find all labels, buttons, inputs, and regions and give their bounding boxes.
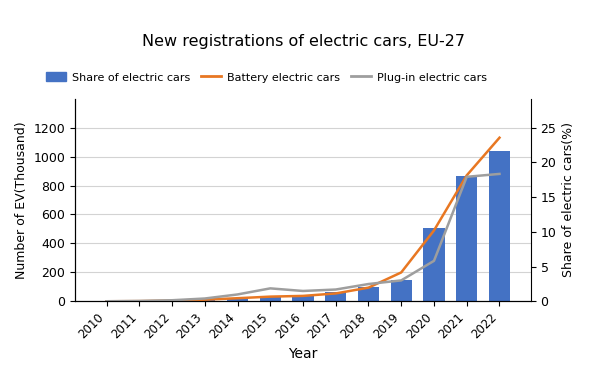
Battery electric cars [332,291,339,296]
Battery electric cars [103,299,110,303]
Plug-in electric cars [103,299,110,303]
Battery electric cars [234,296,241,300]
Battery electric cars [267,294,274,299]
Plug-in electric cars [398,278,405,283]
Plug-in electric cars [267,286,274,291]
Bar [293,295,314,302]
Battery electric cars [365,285,372,290]
Battery electric cars [431,228,438,233]
Bar [325,292,346,302]
Plug-in electric cars [234,292,241,297]
Plug-in electric cars [463,174,470,179]
Legend: Share of electric cars, Battery electric cars, Plug-in electric cars: Share of electric cars, Battery electric… [42,68,491,87]
Bar [227,298,248,302]
X-axis label: Year: Year [289,347,317,361]
Bar [391,280,412,302]
Y-axis label: Number of EV(Thousand): Number of EV(Thousand) [15,121,28,279]
Bar [358,287,379,302]
Bar [260,296,281,302]
Plug-in electric cars [169,298,176,303]
Y-axis label: Share of electric cars(%): Share of electric cars(%) [562,123,575,277]
Plug-in electric cars [365,282,372,286]
Line: Battery electric cars: Battery electric cars [107,138,500,301]
Plug-in electric cars [431,259,438,263]
Plug-in electric cars [496,172,503,176]
Bar [194,299,215,302]
Battery electric cars [496,135,503,140]
Battery electric cars [136,299,143,303]
Plug-in electric cars [201,296,208,301]
Bar [456,176,477,302]
Battery electric cars [201,297,208,302]
Line: Plug-in electric cars: Plug-in electric cars [107,174,500,301]
Battery electric cars [463,173,470,177]
Bar [424,227,445,302]
Bar [161,301,183,302]
Plug-in electric cars [136,299,143,303]
Battery electric cars [398,270,405,275]
Plug-in electric cars [300,289,307,293]
Plug-in electric cars [332,287,339,292]
Battery electric cars [169,299,176,303]
Battery electric cars [300,294,307,298]
Title: New registrations of electric cars, EU-27: New registrations of electric cars, EU-2… [142,34,464,49]
Bar [489,151,510,302]
